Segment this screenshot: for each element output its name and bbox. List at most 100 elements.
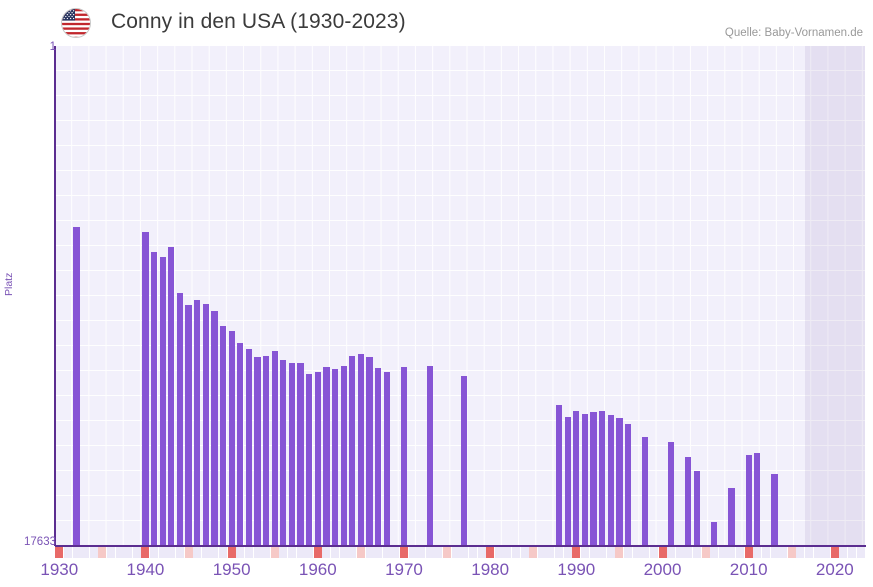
bar-1992[interactable] [590,412,597,546]
bar-2003[interactable] [685,456,692,546]
bar-1959[interactable] [306,374,313,546]
chart-header: Conny in den USA (1930-2023) Quelle: Bab… [0,0,873,44]
bar-1990[interactable] [573,410,580,546]
bar-1993[interactable] [599,410,606,546]
plot-area [55,46,865,546]
x-tick-1978 [468,547,477,558]
bar-1995[interactable] [616,418,623,546]
bar-1966[interactable] [366,357,373,546]
x-tick-1957 [287,547,296,558]
x-tick-1979 [477,547,486,558]
x-tick-2009 [736,547,745,558]
bar-1956[interactable] [280,360,287,546]
bar-1958[interactable] [297,362,304,546]
x-tick-1970 [399,547,408,558]
x-tick-1974 [434,547,443,558]
bar-1952[interactable] [245,348,252,546]
bar-1944[interactable] [176,292,184,546]
bar-1967[interactable] [375,367,382,546]
bar-2008[interactable] [728,488,735,546]
bar-1996[interactable] [624,424,632,546]
x-axis-tick-label-1980: 1980 [471,560,510,579]
bar-1965[interactable] [357,354,364,546]
y-axis-line [54,46,56,546]
x-tick-1941 [150,547,159,558]
x-tick-1963 [339,547,348,558]
bar-1994[interactable] [607,415,614,546]
x-tick-1962 [331,547,340,558]
bar-1977[interactable] [461,376,468,546]
x-tick-1955 [270,547,279,558]
bar-1989[interactable] [564,417,571,546]
x-tick-1960 [313,547,322,558]
bar-1988[interactable] [555,405,563,546]
x-tick-1937 [115,547,124,558]
bar-2010[interactable] [745,455,752,546]
x-tick-2002 [675,547,684,558]
bar-1973[interactable] [426,366,433,546]
x-tick-2013 [770,547,779,558]
x-tick-2015 [787,547,796,558]
bar-2011[interactable] [754,453,761,546]
us-flag-icon [61,8,91,38]
x-tick-1943 [167,547,176,558]
x-tick-1935 [98,547,107,558]
bar-1941[interactable] [150,251,158,546]
x-axis-tick-label-2010: 2010 [729,560,768,579]
x-tick-2016 [796,547,805,558]
bar-2001[interactable] [668,441,675,546]
bar-1998[interactable] [642,437,649,546]
x-tick-1996 [624,547,633,558]
bar-1970[interactable] [400,367,408,546]
x-tick-1938 [124,547,133,558]
x-tick-2022 [848,547,857,558]
bar-2013[interactable] [771,473,778,546]
bar-1945[interactable] [185,305,192,546]
bar-1949[interactable] [219,325,227,546]
x-tick-1971 [408,547,417,558]
x-tick-2018 [813,547,822,558]
bar-1954[interactable] [263,356,270,546]
x-tick-1976 [451,547,460,558]
bar-1946[interactable] [194,300,201,546]
bar-2006[interactable] [711,521,718,546]
bar-1962[interactable] [331,368,339,546]
x-tick-2023 [856,547,865,558]
x-tick-1965 [356,547,365,558]
bar-1943[interactable] [168,247,175,546]
bar-1940[interactable] [142,232,149,546]
x-tick-2005 [701,547,710,558]
bar-1942[interactable] [159,257,166,546]
x-tick-1985 [529,547,538,558]
bar-1932[interactable] [73,227,80,546]
x-tick-1934 [89,547,98,558]
bar-1961[interactable] [323,366,330,546]
x-axis-tick-label-1990: 1990 [557,560,596,579]
x-tick-1991 [580,547,589,558]
bar-1951[interactable] [237,342,244,546]
y-axis-title: Platz [3,272,15,296]
bar-1957[interactable] [288,363,296,546]
x-axis-line [55,545,866,547]
bar-1991[interactable] [581,414,589,546]
x-tick-1980 [486,547,495,558]
x-tick-1931 [63,547,72,558]
x-axis-tick-label-2020: 2020 [815,560,854,579]
bar-1968[interactable] [383,372,390,546]
bar-2004[interactable] [693,471,701,546]
bar-1960[interactable] [314,371,321,546]
bar-1963[interactable] [340,365,347,546]
bar-1955[interactable] [271,350,278,546]
x-tick-1961 [322,547,331,558]
x-tick-1993 [598,547,607,558]
bar-1948[interactable] [211,311,218,546]
x-tick-1951 [236,547,245,558]
x-tick-1977 [460,547,469,558]
x-tick-2017 [804,547,813,558]
x-tick-1989 [563,547,572,558]
bar-1964[interactable] [349,355,356,546]
bar-1950[interactable] [228,330,235,546]
bar-1947[interactable] [202,304,209,546]
bar-1953[interactable] [254,357,261,546]
x-tick-1936 [107,547,115,558]
